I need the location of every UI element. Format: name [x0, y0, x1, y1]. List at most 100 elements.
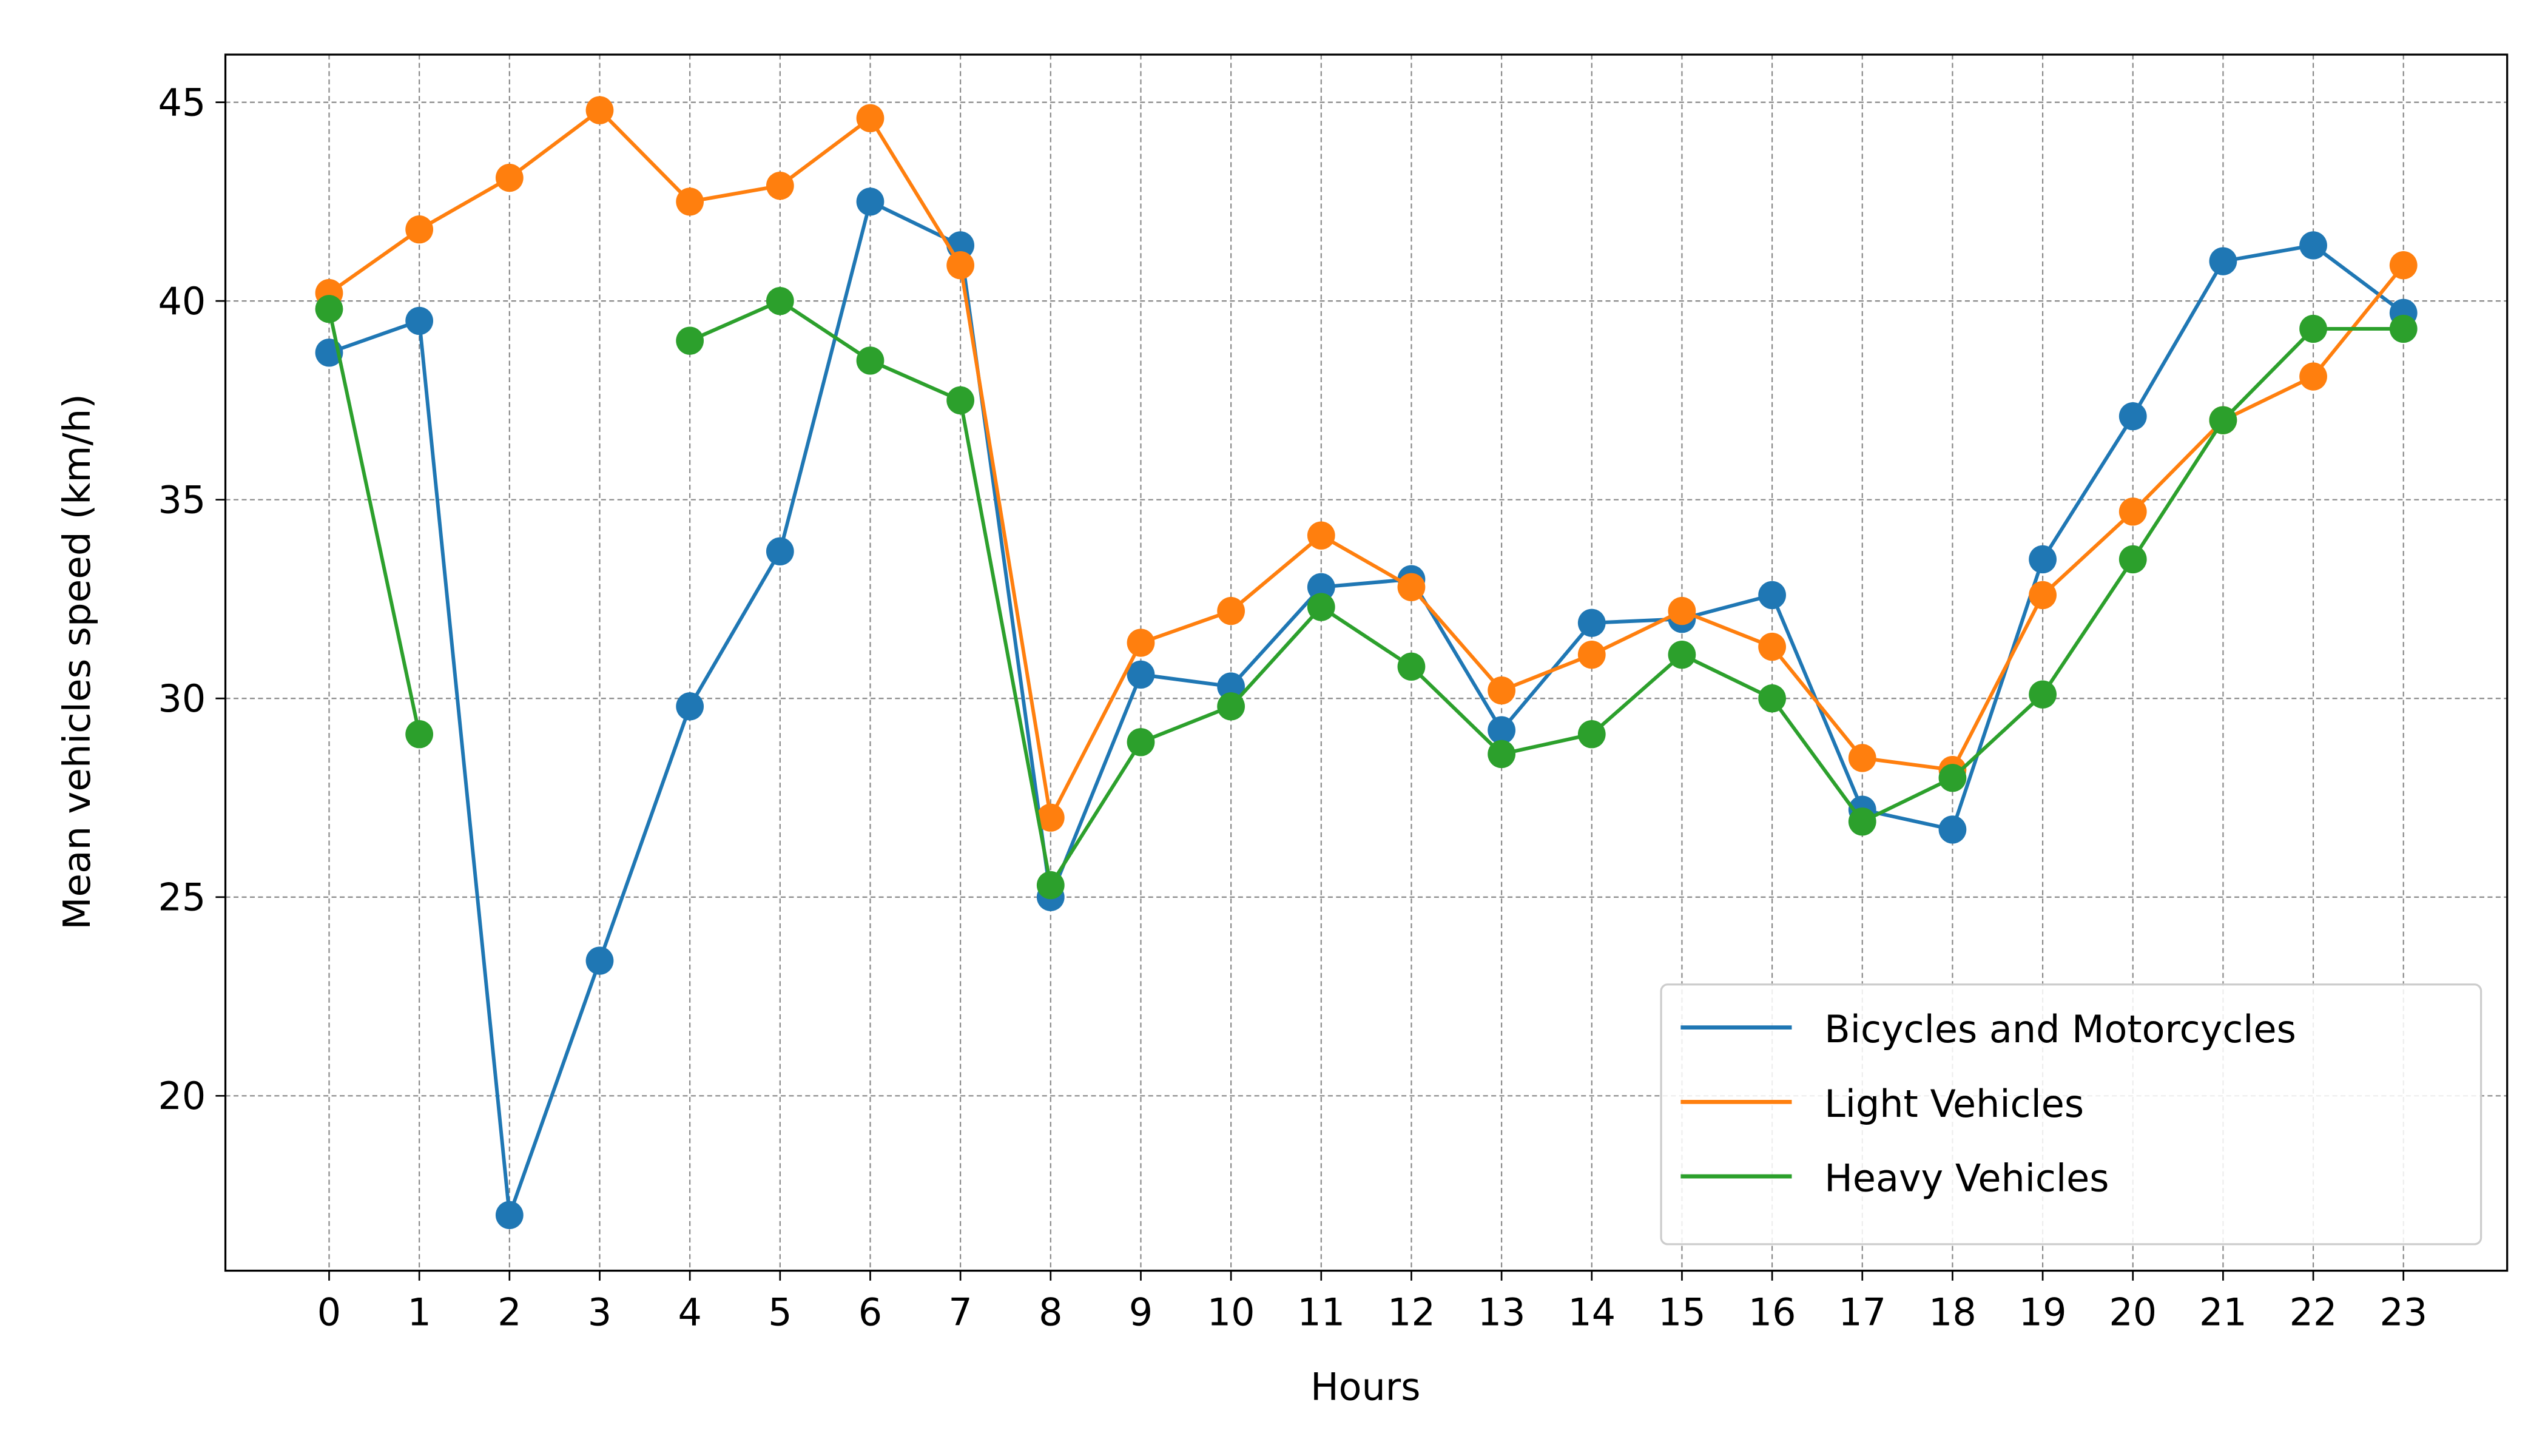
data-point — [1668, 596, 1696, 625]
data-point — [585, 96, 614, 124]
data-point — [676, 187, 704, 216]
x-tick-label: 19 — [2019, 1290, 2067, 1334]
x-tick-label: 6 — [858, 1290, 882, 1334]
data-point — [1488, 676, 1515, 705]
data-point — [676, 326, 704, 355]
data-point — [1307, 593, 1335, 621]
x-tick-label: 20 — [2109, 1290, 2157, 1334]
data-point — [1577, 720, 1606, 749]
data-point — [1397, 652, 1426, 681]
data-point — [766, 286, 794, 315]
data-point — [2389, 251, 2418, 280]
x-tick-label: 2 — [497, 1290, 521, 1334]
data-point — [1577, 640, 1606, 669]
data-point — [1848, 807, 1876, 836]
x-tick-label: 14 — [1568, 1290, 1616, 1334]
data-point — [2299, 362, 2327, 391]
data-point — [2118, 497, 2147, 526]
y-tick-label: 30 — [158, 676, 206, 721]
legend-label: Light Vehicles — [1824, 1082, 2084, 1126]
series-line — [328, 199, 2405, 1216]
x-tick-label: 0 — [317, 1290, 341, 1334]
data-point — [315, 295, 343, 323]
data-point — [405, 215, 434, 244]
x-tick-label: 22 — [2290, 1290, 2337, 1334]
x-tick-label: 15 — [1658, 1290, 1706, 1334]
data-point — [2118, 545, 2147, 574]
data-point — [585, 946, 614, 975]
x-tick-label: 23 — [2379, 1290, 2427, 1334]
x-tick-label: 9 — [1129, 1290, 1153, 1334]
x-tick-label: 5 — [768, 1290, 792, 1334]
y-axis-label: Mean vehicles speed (km/h) — [55, 394, 99, 929]
data-point — [2209, 247, 2237, 275]
x-tick-label: 12 — [1387, 1290, 1435, 1334]
data-point — [1127, 660, 1155, 689]
x-tick-label: 8 — [1039, 1290, 1062, 1334]
data-point — [766, 171, 794, 200]
data-point — [1307, 573, 1335, 601]
data-point — [1938, 764, 1967, 792]
data-point — [856, 104, 885, 132]
y-tick-label: 20 — [158, 1074, 206, 1118]
data-point — [1036, 803, 1065, 832]
data-point — [1488, 740, 1515, 769]
x-tick-label: 18 — [1929, 1290, 1977, 1334]
data-point — [1938, 815, 1967, 844]
data-point — [2209, 406, 2237, 434]
data-point — [1668, 640, 1696, 669]
data-point — [2029, 545, 2057, 574]
x-tick-label: 16 — [1748, 1290, 1796, 1334]
y-tick-label: 35 — [158, 477, 206, 522]
data-point — [766, 537, 794, 566]
data-point — [856, 346, 885, 375]
y-tick-label: 25 — [158, 875, 206, 919]
data-point — [1488, 716, 1515, 744]
x-tick-label: 21 — [2199, 1290, 2247, 1334]
data-point — [495, 163, 524, 192]
x-tick-label: 11 — [1297, 1290, 1345, 1334]
legend-label: Bicycles and Motorcycles — [1824, 1007, 2296, 1051]
data-point — [1036, 871, 1065, 900]
data-point — [2029, 581, 2057, 610]
legend-label: Heavy Vehicles — [1824, 1156, 2109, 1200]
data-point — [405, 720, 434, 749]
data-point — [2299, 231, 2327, 260]
data-point — [676, 692, 704, 721]
data-point — [2389, 314, 2418, 343]
data-point — [1217, 692, 1245, 721]
x-tick-label: 17 — [1838, 1290, 1886, 1334]
data-point — [1127, 728, 1155, 757]
data-point — [1397, 573, 1426, 601]
data-point — [1758, 581, 1786, 610]
data-point — [405, 306, 434, 335]
y-tick-label: 40 — [158, 279, 206, 323]
data-point — [1307, 521, 1335, 550]
data-point — [495, 1201, 524, 1230]
data-point — [1217, 672, 1245, 701]
data-point — [1577, 608, 1606, 637]
data-point — [2299, 314, 2327, 343]
series-line — [328, 107, 2405, 824]
data-point — [856, 187, 885, 216]
x-tick-label: 10 — [1207, 1290, 1255, 1334]
data-point — [1127, 629, 1155, 657]
data-point — [2029, 680, 2057, 709]
x-tick-label: 3 — [588, 1290, 612, 1334]
data-point — [946, 251, 975, 280]
x-tick-label: 4 — [678, 1290, 701, 1334]
data-point — [1217, 596, 1245, 625]
data-point — [1848, 744, 1876, 772]
data-point — [1758, 684, 1786, 713]
x-tick-label: 1 — [407, 1290, 431, 1334]
legend-box — [1660, 983, 2482, 1245]
plot-frame — [224, 53, 2509, 1272]
x-tick-label: 13 — [1478, 1290, 1526, 1334]
x-axis-label: Hours — [1310, 1364, 1420, 1409]
data-point — [946, 386, 975, 415]
x-tick-label: 7 — [948, 1290, 972, 1334]
y-tick-label: 45 — [158, 80, 206, 124]
data-point — [1758, 632, 1786, 661]
